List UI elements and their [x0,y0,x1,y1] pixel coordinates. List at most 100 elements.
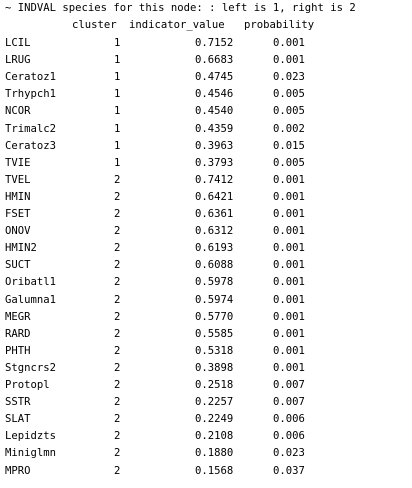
indicator-value-cell: 0.6312 [195,225,234,238]
indicator-value-cell: 0.7152 [195,37,234,49]
species-name-cell: PHTH [5,344,31,357]
table-row: HMIN2 2 0.6193 0.001 [0,240,412,257]
cluster-cell: 1 [114,71,121,84]
probability-cell: 0.023 [273,447,305,460]
table-row: LRUG 1 0.6683 0.001 [0,52,412,69]
table-row: TVIE 1 0.3793 0.005 [0,155,412,172]
cluster-cell: 2 [114,396,121,409]
species-name-cell: Trimalc2 [5,122,57,135]
indicator-value-cell: 0.2257 [195,396,234,409]
species-name-cell: SUCT [5,259,31,272]
probability-cell: 0.001 [273,276,305,289]
species-name-cell: Protopl [5,379,50,391]
probability-cell: 0.001 [273,225,305,238]
table-row: Galumna1 2 0.5974 0.001 [0,292,412,309]
table-row: NCOR 1 0.4540 0.005 [0,103,412,120]
table-row: Miniglmn 2 0.1880 0.023 [0,445,412,462]
table-row: LCIL 1 0.7152 0.001 [0,35,412,52]
indicator-value-cell: 0.1880 [195,447,234,460]
indicator-value-cell: 0.1568 [195,464,234,477]
table-row: SLAT 2 0.2249 0.006 [0,411,412,428]
probability-cell: 0.001 [273,54,305,67]
indicator-value-cell: 0.2518 [195,379,234,391]
cluster-cell: 1 [114,88,121,101]
table-row: SUCT 2 0.6088 0.001 [0,257,412,274]
probability-cell: 0.002 [273,122,305,135]
table-row: Ceratoz1 1 0.4745 0.023 [0,69,412,86]
cluster-cell: 2 [114,173,121,186]
probability-cell: 0.005 [273,105,305,118]
indicator-value-cell: 0.5974 [195,293,234,306]
indicator-value-cell: 0.2249 [195,413,234,426]
probability-cell: 0.001 [273,344,305,357]
probability-cell: 0.001 [273,173,305,186]
cluster-cell: 2 [114,379,121,391]
species-name-cell: Galumna1 [5,293,57,306]
cluster-cell: 2 [114,276,121,289]
probability-cell: 0.006 [273,430,305,443]
indicator-value-cell: 0.6193 [195,242,234,255]
cluster-cell: 2 [114,413,121,426]
cluster-cell: 2 [114,430,121,443]
cluster-cell: 1 [114,122,121,135]
cluster-cell: 1 [114,156,121,169]
probability-cell: 0.001 [273,242,305,255]
indicator-value-cell: 0.6421 [195,190,234,203]
table-row: Stgncrs2 2 0.3898 0.001 [0,360,412,377]
indicator-value-cell: 0.4546 [195,88,234,101]
cluster-cell: 2 [114,310,121,323]
cluster-cell: 1 [114,37,121,49]
cluster-cell: 2 [114,464,121,477]
probability-cell: 0.001 [273,37,305,49]
species-name-cell: LCIL [5,37,31,49]
species-name-cell: HMIN2 [5,242,37,255]
indicator-value-cell: 0.2108 [195,430,234,443]
indicator-value-cell: 0.3963 [195,139,234,152]
indicator-value-cell: 0.3898 [195,361,234,374]
probability-cell: 0.001 [273,310,305,323]
probability-cell: 0.007 [273,396,305,409]
table-row: TVEL 2 0.7412 0.001 [0,172,412,189]
table-row: MEGR 2 0.5770 0.001 [0,309,412,326]
species-name-cell: ONOV [5,225,31,238]
species-name-cell: Oribatl1 [5,276,57,289]
species-name-cell: Trhypch1 [5,88,57,101]
species-name-cell: Ceratoz1 [5,71,57,84]
indicator-value-cell: 0.3793 [195,156,234,169]
table-row: MPRO 2 0.1568 0.037 [0,463,412,480]
column-header-indicator-value: indicator_value [129,19,225,31]
console-header-line: ~ INDVAL species for this node: : left i… [5,2,356,14]
probability-cell: 0.007 [273,379,305,391]
cluster-cell: 1 [114,54,121,67]
species-name-cell: MPRO [5,464,31,477]
species-name-cell: MEGR [5,310,31,323]
species-name-cell: Lepidzts [5,430,57,443]
cluster-cell: 1 [114,139,121,152]
table-row: Oribatl1 2 0.5978 0.001 [0,274,412,291]
species-name-cell: TVIE [5,156,31,169]
column-header-cluster: cluster [72,19,117,31]
indicator-value-cell: 0.5318 [195,344,234,357]
species-name-cell: SLAT [5,413,31,426]
cluster-cell: 2 [114,259,121,272]
species-name-cell: LRUG [5,54,31,67]
cluster-cell: 2 [114,344,121,357]
species-name-cell: Miniglmn [5,447,57,460]
probability-cell: 0.006 [273,413,305,426]
indicator-value-cell: 0.4540 [195,105,234,118]
indicator-value-cell: 0.7412 [195,173,234,186]
table-header-row: cluster indicator_value probability [0,17,412,34]
species-name-cell: TVEL [5,173,31,186]
table-row: Protopl 2 0.2518 0.007 [0,377,412,394]
species-name-cell: NCOR [5,105,31,118]
cluster-cell: 1 [114,105,121,118]
table-row: Lepidzts 2 0.2108 0.006 [0,428,412,445]
probability-cell: 0.001 [273,259,305,272]
probability-cell: 0.001 [273,190,305,203]
indicator-value-cell: 0.6361 [195,208,234,220]
column-header-probability: probability [244,19,315,31]
probability-cell: 0.023 [273,71,305,84]
indicator-value-cell: 0.5585 [195,327,234,340]
species-name-cell: SSTR [5,396,31,409]
